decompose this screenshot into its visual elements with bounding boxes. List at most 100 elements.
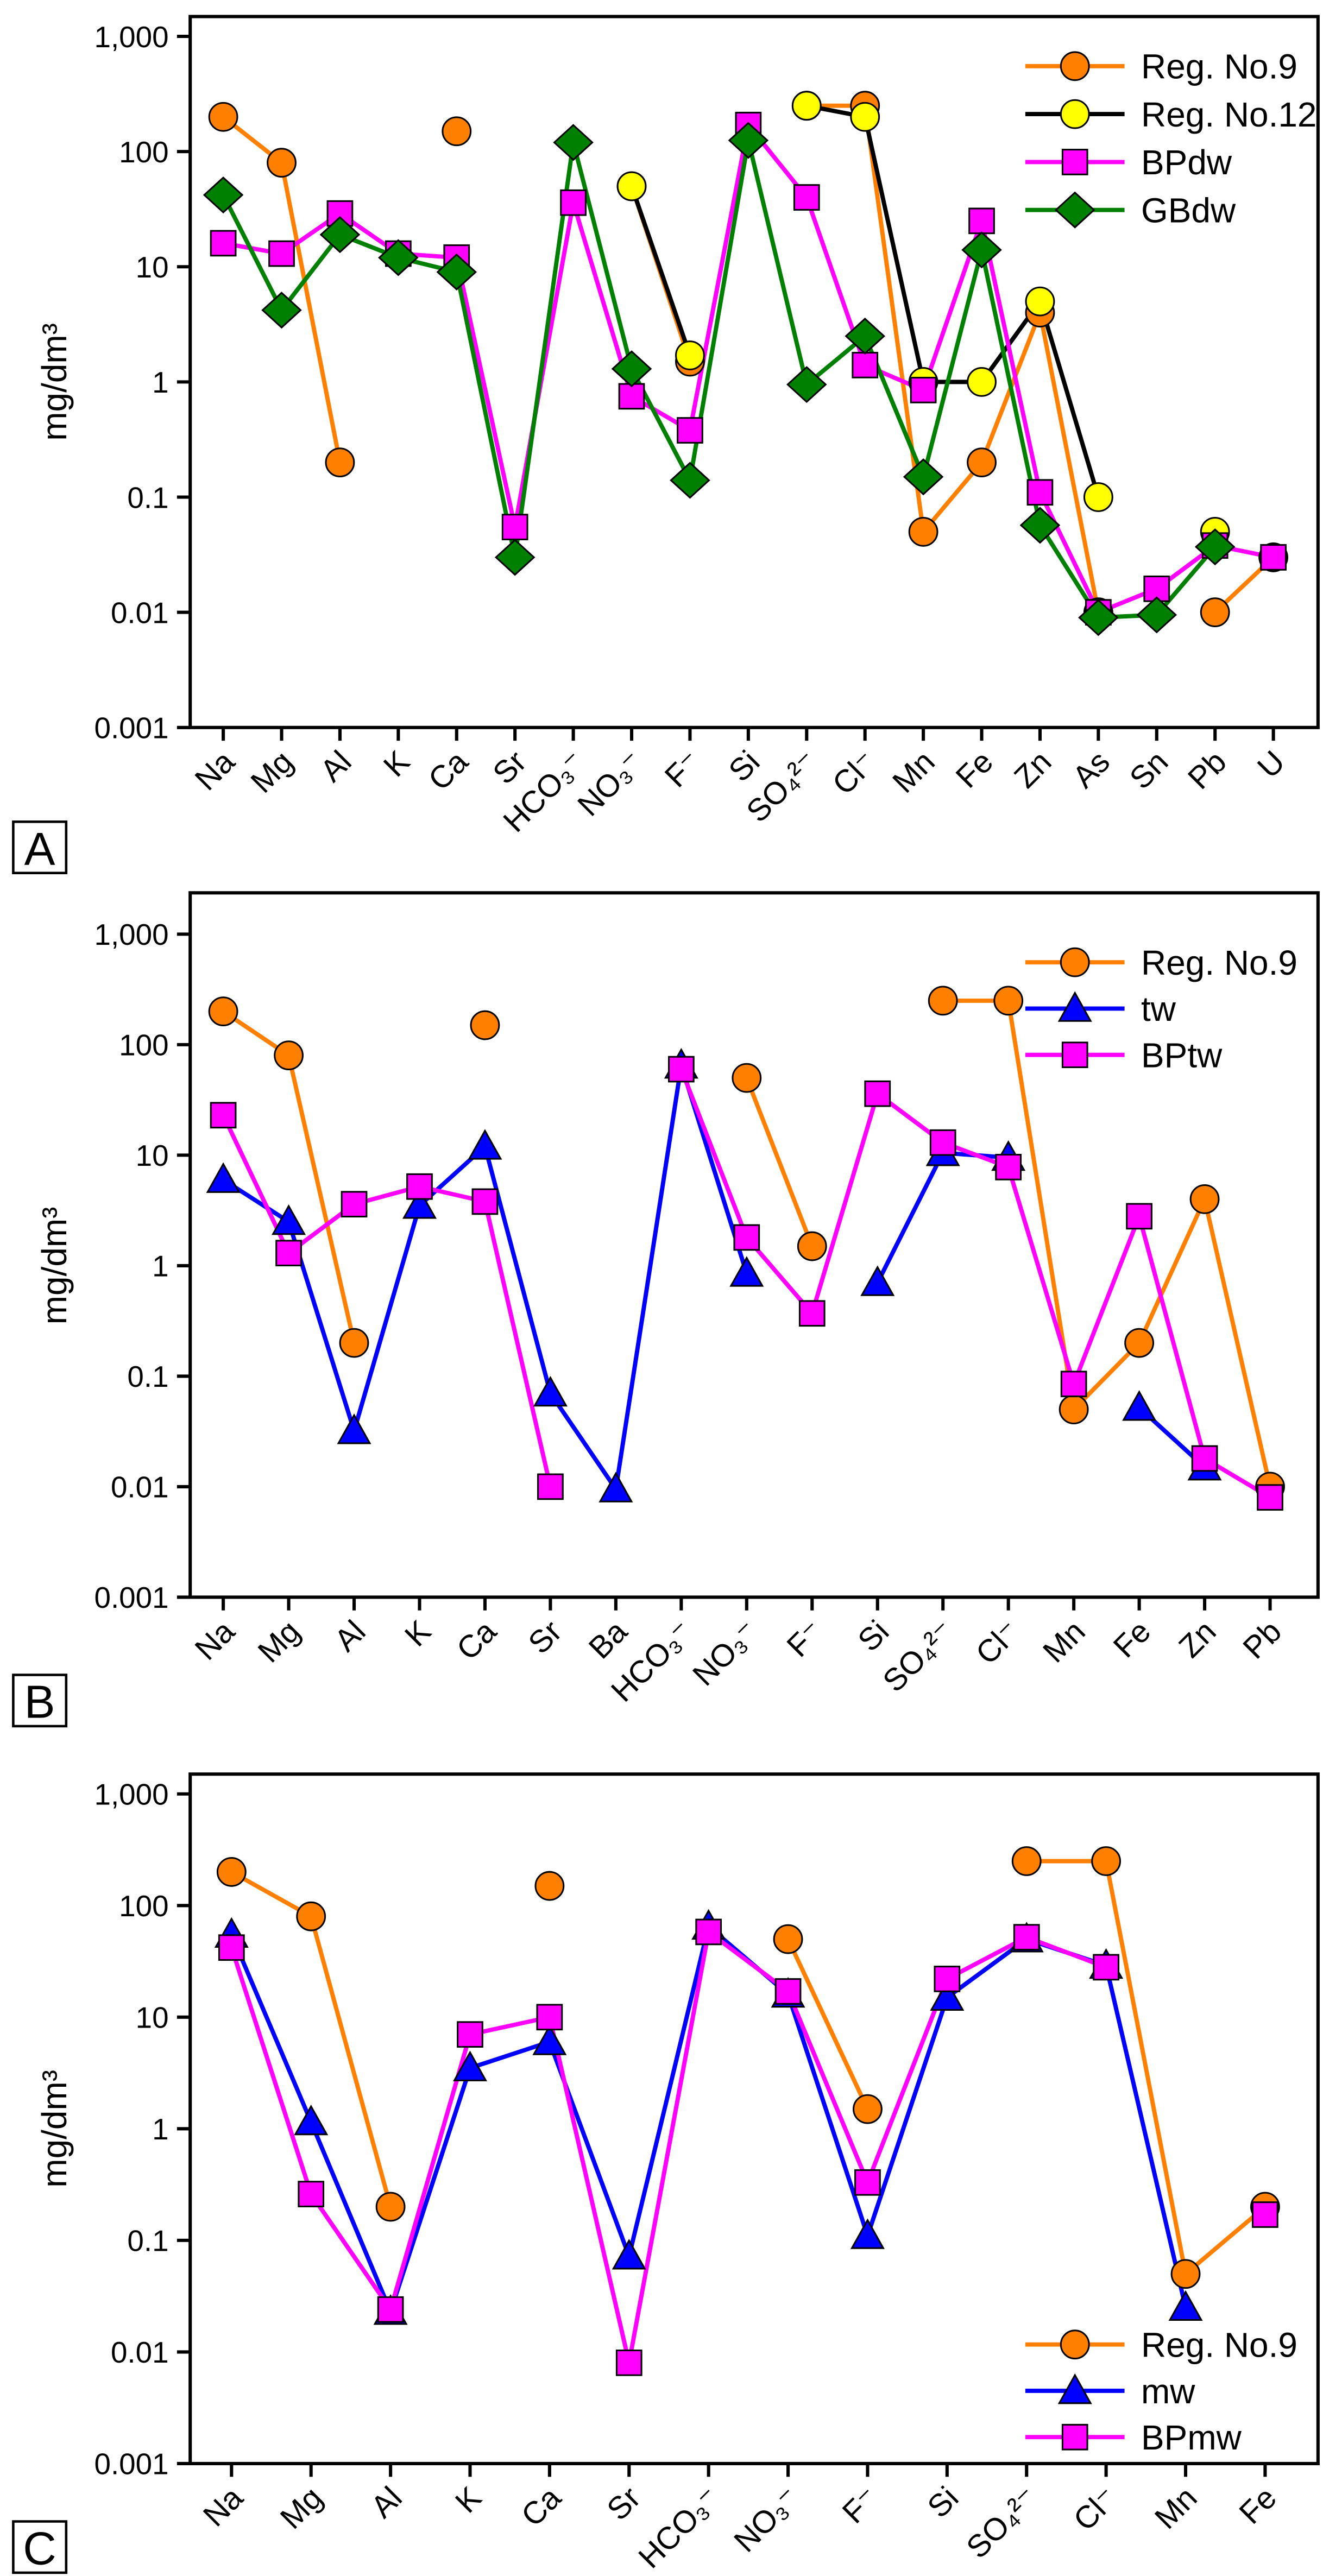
y-tick-label: 10: [136, 2001, 169, 2035]
legend: Reg. No.9 Reg. No.12 BPdw GBdw: [1025, 47, 1316, 230]
data-point: [1091, 1846, 1122, 1876]
series-reg-no-9: [222, 103, 1275, 614]
legend-label: BPdw: [1141, 143, 1232, 182]
series-line: [1026, 1859, 1267, 2276]
x-tick-label: NO₃⁻: [571, 744, 650, 823]
y-tick-label: 1,000: [94, 20, 168, 54]
y-tick-label: 100: [119, 1889, 168, 1923]
x-tick-label: SO₄²⁻: [960, 2480, 1045, 2565]
data-point: [1168, 2290, 1203, 2321]
data-point: [908, 516, 938, 547]
data-point: [1060, 1371, 1087, 1398]
x-tick-label: Si: [722, 744, 767, 789]
x-tick-label: As: [1066, 744, 1117, 795]
data-point: [1025, 286, 1055, 317]
y-tick-label: 1,000: [94, 918, 168, 951]
x-tick-label: Pb: [1181, 744, 1233, 796]
x-tick-label: Sn: [1123, 744, 1175, 796]
y-tick-label: 10: [136, 1139, 169, 1172]
series-markers: [214, 1909, 1203, 2325]
series-markers: [218, 1918, 1278, 2376]
x-tick-label: Ca: [422, 744, 475, 797]
legend-marker: [1054, 191, 1095, 229]
panel-label-box: [12, 1674, 68, 1728]
data-point: [850, 102, 880, 132]
x-tick-label: NO₃⁻: [686, 1614, 765, 1693]
data-point: [615, 2349, 642, 2376]
data-point: [216, 1857, 247, 1887]
x-tick-label: Mn: [886, 744, 942, 800]
x-tick-label: Na: [188, 1614, 242, 1667]
series-line: [745, 1077, 814, 1247]
series-markers: [216, 1846, 1280, 2289]
x-tick-label: Ca: [515, 2480, 568, 2533]
panel-label-box: [12, 820, 68, 875]
data-point: [553, 124, 594, 161]
data-point: [319, 216, 361, 254]
panel-C: 1,000 100 10 1 0.1 0.01 0.001 mg/dm³ Na Mg Al K Ca Sr…: [12, 1772, 1320, 2575]
data-point: [1257, 1484, 1283, 1511]
data-point: [1252, 2201, 1278, 2228]
data-point: [1019, 507, 1061, 544]
y-tick-label: 0.1: [127, 2224, 168, 2258]
x-tick-label: Cl⁻: [826, 744, 883, 801]
data-point: [406, 1173, 433, 1200]
x-tick-label: SO₄²⁻: [877, 1614, 961, 1699]
x-tick-label: Mn: [1037, 1614, 1092, 1669]
x-tick-label: Mg: [274, 2480, 329, 2536]
data-point: [1026, 479, 1054, 506]
data-point: [845, 317, 885, 355]
data-point: [993, 986, 1024, 1016]
x-tick-label: K: [377, 744, 417, 784]
legend-marker: [1060, 99, 1090, 129]
legend-marker: [1061, 149, 1088, 175]
legend: Reg. No.9 tw BPtw: [1025, 943, 1297, 1075]
data-point: [1078, 599, 1119, 636]
data-point: [261, 292, 302, 329]
series-markers: [208, 91, 1289, 628]
panel-B: 1,000 100 10 1 0.1 0.01 0.001 mg/dm³ Na Mg Al K Ca Sr…: [12, 891, 1320, 1728]
series-markers: [203, 122, 1236, 636]
legend-marker: [1057, 2373, 1092, 2404]
data-point: [616, 171, 647, 201]
data-point: [442, 116, 472, 147]
data-point: [471, 1188, 499, 1215]
data-point: [968, 207, 995, 235]
legend-label: BPmw: [1141, 2418, 1242, 2457]
data-point: [773, 1924, 803, 1954]
data-point: [377, 2296, 404, 2323]
series-markers: [210, 1056, 1283, 1511]
legend-label: Reg. No.9: [1141, 2326, 1297, 2365]
x-tick-label: Cl⁻: [969, 1614, 1026, 1671]
x-tick-label: Fe: [949, 744, 1000, 795]
x-tick-label: Zn: [1173, 1614, 1223, 1664]
panel-label: B: [24, 1677, 55, 1728]
x-tick-label: Si: [921, 2480, 966, 2525]
y-tick-label: 0.01: [111, 1470, 169, 1504]
series-line: [229, 1929, 1107, 2365]
data-point: [1126, 1203, 1152, 1230]
y-tick-label: 10: [136, 250, 169, 284]
x-tick-label: Na: [197, 2480, 250, 2533]
series-line: [222, 1063, 749, 1492]
data-point: [272, 1204, 306, 1235]
series-line: [629, 185, 692, 356]
legend-marker: [1057, 991, 1092, 1022]
data-point: [1191, 1445, 1218, 1472]
data-point: [537, 1473, 564, 1500]
data-point: [598, 1472, 633, 1502]
data-point: [786, 366, 827, 403]
data-point: [695, 1918, 722, 1946]
x-tick-label: Fe: [1233, 2480, 1283, 2531]
data-point: [532, 2024, 567, 2055]
legend-label: Reg. No.9: [1141, 47, 1297, 86]
data-point: [325, 447, 355, 478]
data-point: [274, 1040, 304, 1071]
plot-frame: [188, 891, 1320, 1599]
x-tick-label: Al: [314, 744, 358, 789]
data-point: [903, 458, 944, 496]
data-point: [436, 253, 477, 291]
data-point: [850, 2218, 885, 2249]
data-point: [275, 1240, 302, 1267]
